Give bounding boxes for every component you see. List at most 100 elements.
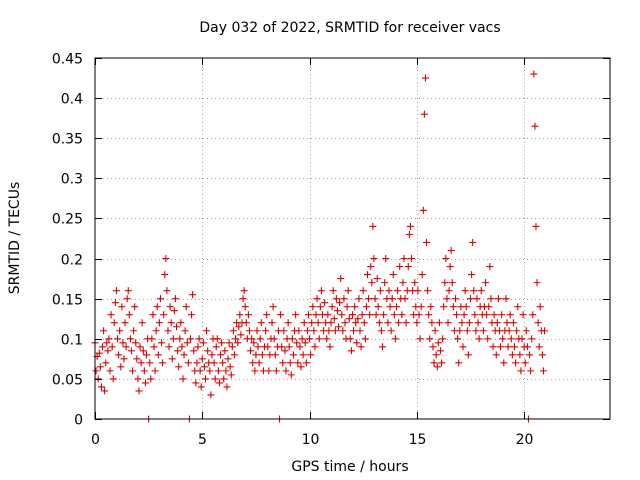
- data-point: [454, 335, 462, 343]
- data-point: [308, 319, 316, 327]
- x-tick-label: 15: [409, 432, 427, 448]
- data-point: [294, 359, 302, 367]
- data-point: [95, 349, 103, 357]
- data-point: [463, 327, 471, 335]
- data-point: [293, 339, 301, 347]
- data-point: [237, 331, 245, 339]
- data-point: [527, 367, 535, 375]
- data-point: [152, 327, 160, 335]
- data-point: [285, 343, 293, 351]
- data-point: [514, 303, 522, 311]
- data-point: [153, 303, 161, 311]
- data-point: [492, 351, 500, 359]
- data-point: [118, 303, 126, 311]
- data-point: [365, 295, 373, 303]
- data-point: [368, 279, 376, 287]
- data-point: [372, 311, 380, 319]
- data-point: [108, 343, 116, 351]
- data-point: [352, 319, 360, 327]
- data-point: [302, 359, 310, 367]
- data-point: [434, 339, 442, 347]
- data-point: [127, 347, 135, 355]
- data-point: [370, 255, 378, 263]
- data-point: [207, 391, 215, 399]
- data-point: [332, 295, 340, 303]
- data-point: [310, 327, 318, 335]
- data-point: [442, 255, 450, 263]
- data-point: [453, 311, 461, 319]
- chart-title: Day 032 of 2022, SRMTID for receiver vac…: [199, 20, 500, 36]
- data-point: [96, 363, 104, 371]
- data-point: [350, 327, 358, 335]
- data-point: [506, 311, 514, 319]
- data-point: [333, 307, 341, 315]
- data-point: [392, 303, 400, 311]
- data-point: [154, 351, 162, 359]
- data-point: [138, 319, 146, 327]
- data-point: [296, 343, 304, 351]
- data-point: [137, 359, 145, 367]
- data-point: [402, 319, 410, 327]
- data-point: [483, 311, 491, 319]
- data-point: [177, 319, 185, 327]
- data-point: [432, 351, 440, 359]
- y-tick-label: 0.25: [52, 212, 83, 228]
- data-point: [387, 327, 395, 335]
- data-point: [374, 303, 382, 311]
- data-point: [369, 222, 377, 230]
- data-point: [362, 303, 370, 311]
- data-point: [196, 367, 204, 375]
- data-point: [460, 311, 468, 319]
- data-point: [532, 222, 540, 230]
- data-point: [505, 327, 513, 335]
- data-point: [213, 335, 221, 343]
- data-point: [521, 359, 529, 367]
- data-point: [500, 359, 508, 367]
- data-point: [162, 255, 170, 263]
- data-point: [170, 307, 178, 315]
- data-point: [353, 339, 361, 347]
- data-point: [447, 247, 455, 255]
- data-point: [360, 319, 368, 327]
- data-point: [92, 367, 100, 375]
- data-point: [539, 367, 547, 375]
- data-point: [443, 295, 451, 303]
- data-point: [375, 319, 383, 327]
- data-point: [200, 363, 208, 371]
- data-point: [270, 335, 278, 343]
- data-point: [315, 335, 323, 343]
- data-point: [278, 343, 286, 351]
- data-point: [519, 311, 527, 319]
- data-point: [465, 319, 473, 327]
- data-point: [286, 359, 294, 367]
- data-point: [327, 319, 335, 327]
- data-point: [186, 335, 194, 343]
- x-tick-label: 10: [302, 432, 320, 448]
- data-point: [420, 110, 428, 118]
- data-point: [382, 255, 390, 263]
- data-point: [428, 319, 436, 327]
- data-point: [159, 359, 167, 367]
- data-point: [471, 311, 479, 319]
- data-point: [223, 383, 231, 391]
- data-point: [189, 291, 197, 299]
- data-point: [522, 327, 530, 335]
- data-point: [339, 327, 347, 335]
- data-point: [156, 295, 164, 303]
- data-point: [289, 351, 297, 359]
- data-point: [313, 295, 321, 303]
- data-point: [215, 379, 223, 387]
- data-point: [251, 367, 259, 375]
- data-point: [345, 315, 353, 323]
- data-point: [391, 335, 399, 343]
- data-point: [240, 287, 248, 295]
- data-point: [268, 319, 276, 327]
- data-point: [399, 279, 407, 287]
- data-point: [262, 327, 270, 335]
- data-point: [126, 335, 134, 343]
- data-point: [242, 319, 250, 327]
- data-point: [489, 343, 497, 351]
- data-point: [119, 339, 127, 347]
- data-point: [194, 343, 202, 351]
